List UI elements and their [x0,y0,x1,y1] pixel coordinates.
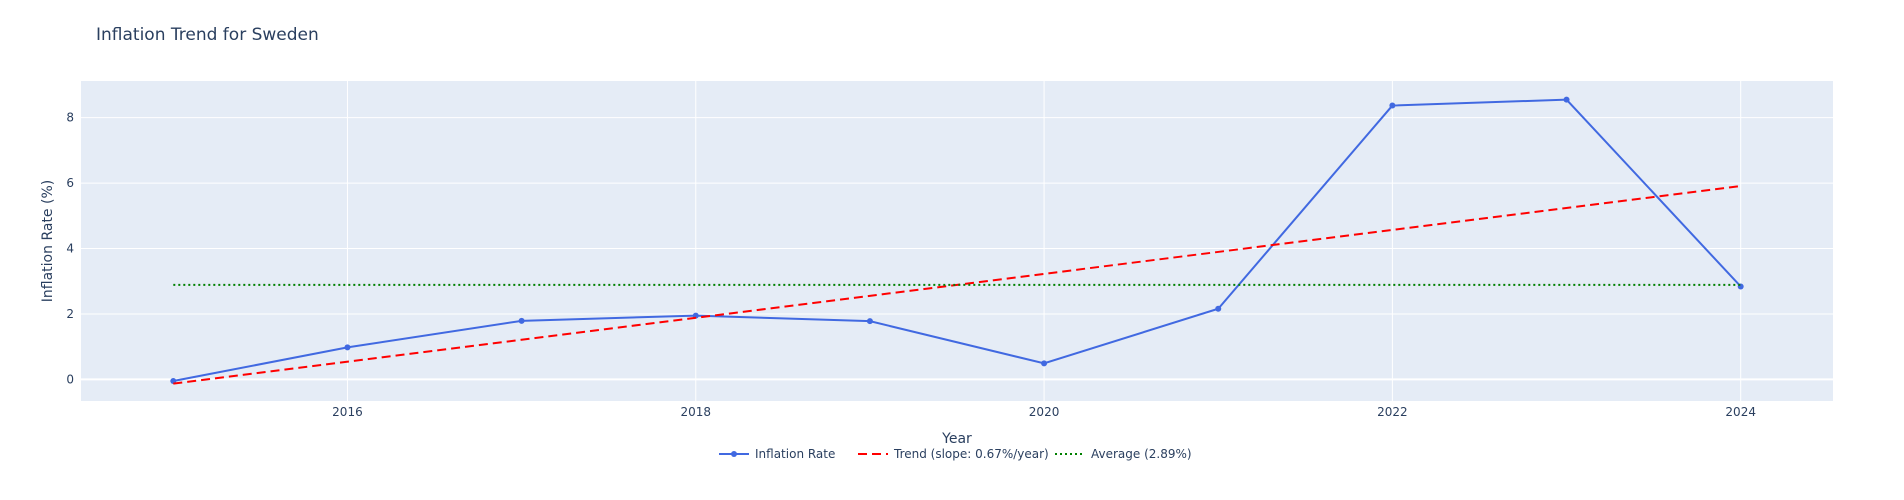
legend-marker [731,451,737,457]
y-axis-title: Inflation Rate (%) [40,180,56,302]
data-point[interactable] [518,317,525,324]
series-layer [170,96,1744,385]
y-tick-label: 2 [66,307,74,321]
y-tick-label: 0 [66,372,74,386]
legend[interactable]: Inflation Rate Trend (slope: 0.67%/year) A… [719,447,1192,461]
data-point[interactable] [866,318,873,325]
series-line [173,185,1741,385]
y-tick-labels: 0 2 4 6 8 [66,111,74,387]
legend-item[interactable]: Inflation Rate [719,447,835,461]
y-tick-label: 8 [66,111,74,125]
data-point[interactable] [1215,305,1222,312]
legend-label: Average (2.89%) [1091,447,1192,461]
x-tick-labels: 2016 2018 2020 2022 2024 [332,405,1756,419]
x-tick-label: 2022 [1377,405,1408,419]
grid-lines [81,81,1833,401]
y-tick-label: 4 [66,242,74,256]
x-tick-label: 2020 [1029,405,1060,419]
series-line [173,98,1742,383]
chart-title: Inflation Trend for Sweden [96,25,319,45]
data-point[interactable] [344,344,351,351]
x-tick-label: 2016 [332,405,363,419]
series-1 [173,185,1741,385]
y-tick-label: 6 [66,176,74,190]
legend-item[interactable]: Trend (slope: 0.67%/year) [858,447,1049,461]
x-tick-label: 2024 [1725,405,1756,419]
x-tick-label: 2018 [680,405,711,419]
data-point[interactable] [1563,96,1570,103]
legend-label: Trend (slope: 0.67%/year) [893,447,1049,461]
legend-label: Inflation Rate [755,447,835,461]
x-axis-title: Year [941,431,972,447]
data-point[interactable] [1389,102,1396,109]
plot-area [81,81,1833,401]
legend-item[interactable]: Average (2.89%) [1055,447,1192,461]
data-point[interactable] [1041,360,1048,367]
